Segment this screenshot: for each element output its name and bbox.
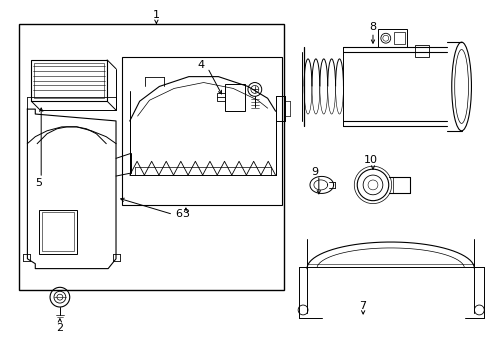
Text: 9: 9 — [311, 167, 318, 177]
Bar — [393, 32, 405, 44]
Text: 2: 2 — [56, 323, 63, 333]
Text: 3: 3 — [182, 210, 189, 220]
Bar — [217, 93, 225, 101]
Bar — [414, 45, 428, 57]
Text: 1: 1 — [153, 10, 160, 19]
Bar — [225, 84, 244, 111]
Bar — [377, 30, 407, 47]
Text: 10: 10 — [363, 155, 377, 165]
Bar — [31, 60, 107, 101]
Text: 8: 8 — [368, 22, 376, 32]
Text: 5: 5 — [35, 178, 41, 188]
Bar — [42, 212, 74, 251]
Bar — [19, 24, 284, 290]
Bar — [122, 57, 282, 204]
Bar — [34, 63, 104, 98]
Bar — [39, 210, 77, 254]
Text: 6: 6 — [175, 210, 182, 220]
Text: 7: 7 — [359, 301, 366, 311]
Text: 4: 4 — [197, 60, 204, 70]
